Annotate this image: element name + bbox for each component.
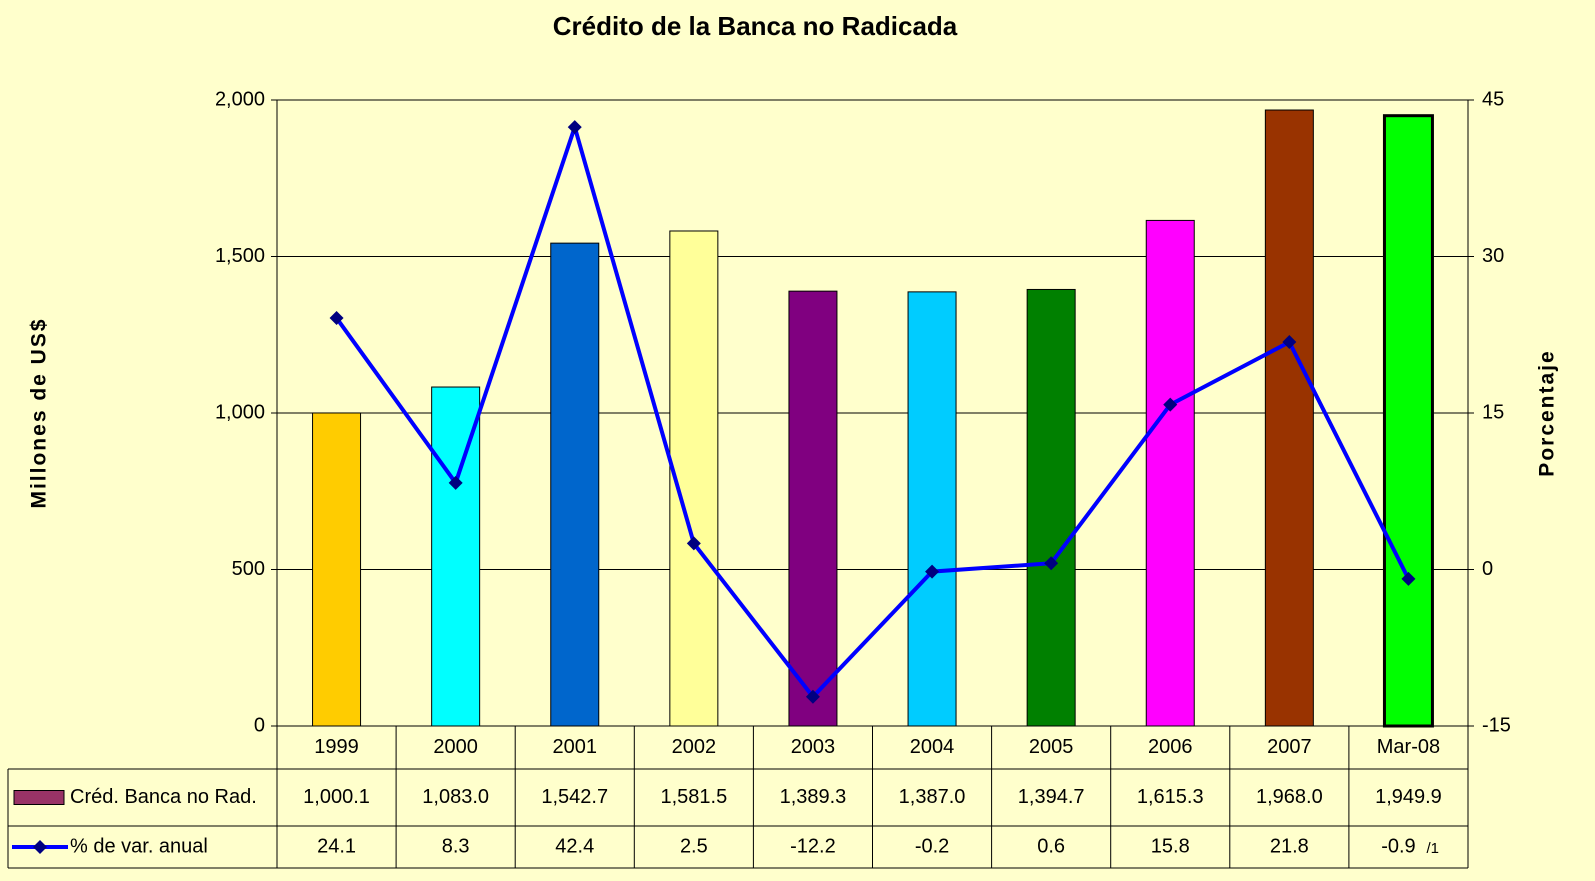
footnote-marker: /1	[1426, 840, 1439, 857]
marker	[1282, 335, 1297, 350]
marker	[1401, 571, 1416, 586]
y2-tick-label: -15	[1482, 714, 1511, 736]
x-tick-label: 2003	[791, 736, 836, 758]
marker	[686, 536, 701, 551]
x-tick-label: 2004	[910, 736, 955, 758]
y-tick-label: 500	[232, 558, 265, 580]
marker	[1044, 556, 1059, 571]
bar	[669, 230, 719, 727]
bar	[907, 291, 957, 727]
bar	[788, 290, 838, 727]
bar	[1026, 288, 1076, 727]
marker	[329, 311, 344, 326]
x-tick-label: 2006	[1148, 736, 1193, 758]
x-tick-label: 2001	[553, 736, 598, 758]
x-tick-label: 1999	[314, 736, 359, 758]
table-value: 8.3	[442, 835, 470, 857]
bar	[312, 412, 362, 727]
table-value: 1,949.9	[1375, 786, 1442, 808]
table-value: 15.8	[1151, 835, 1190, 857]
table-value: 1,394.7	[1018, 786, 1085, 808]
x-tick-label: Mar-08	[1377, 736, 1440, 758]
marker	[567, 120, 582, 135]
table-value: 1,000.1	[303, 786, 370, 808]
y2-tick-label: 45	[1482, 88, 1504, 110]
x-tick-label: 2005	[1029, 736, 1074, 758]
table-value: 1,968.0	[1256, 786, 1323, 808]
bar	[1145, 219, 1195, 727]
table-value: 0.6	[1037, 835, 1065, 857]
marker	[1163, 397, 1178, 412]
table-value: 1,615.3	[1137, 786, 1204, 808]
y-tick-label: 0	[254, 714, 265, 736]
y-tick-label: 1,000	[215, 401, 265, 423]
table-value: -0.9	[1381, 835, 1415, 857]
y2-tick-label: 15	[1482, 401, 1504, 423]
bar	[1382, 114, 1434, 728]
table-value: -12.2	[790, 835, 836, 857]
bar	[550, 242, 600, 727]
y2-tick-label: 30	[1482, 245, 1504, 267]
marker	[448, 475, 463, 490]
bar	[431, 386, 481, 727]
bar	[1264, 109, 1314, 727]
table-value: 1,387.0	[899, 786, 966, 808]
table-value: -0.2	[915, 835, 949, 857]
table-value: 1,389.3	[780, 786, 847, 808]
table-value: 24.1	[317, 835, 356, 857]
table-value: 21.8	[1270, 835, 1309, 857]
marker	[805, 689, 820, 704]
marker	[925, 564, 940, 579]
x-tick-label: 2002	[672, 736, 717, 758]
x-tick-label: 2000	[433, 736, 478, 758]
table-value: 2.5	[680, 835, 708, 857]
line	[334, 120, 1411, 700]
table-value: 1,083.0	[422, 786, 489, 808]
y-axis-title: Millones de US$	[28, 317, 51, 508]
y2-axis-title: Porcentaje	[1536, 349, 1559, 476]
x-tick-label: 2007	[1267, 736, 1312, 758]
chart-title: Crédito de la Banca no Radicada	[553, 11, 958, 41]
y-tick-label: 2,000	[215, 88, 265, 110]
y2-tick-label: 0	[1482, 558, 1493, 580]
table-value: 42.4	[555, 835, 594, 857]
legend-swatch	[13, 790, 65, 805]
table-value: 1,542.7	[541, 786, 608, 808]
table-value: 1,581.5	[660, 786, 727, 808]
y-tick-label: 1,500	[215, 245, 265, 267]
legend-label: Créd. Banca no Rad.	[70, 786, 257, 808]
legend-marker	[33, 840, 47, 854]
legend-label: % de var. anual	[70, 835, 208, 857]
